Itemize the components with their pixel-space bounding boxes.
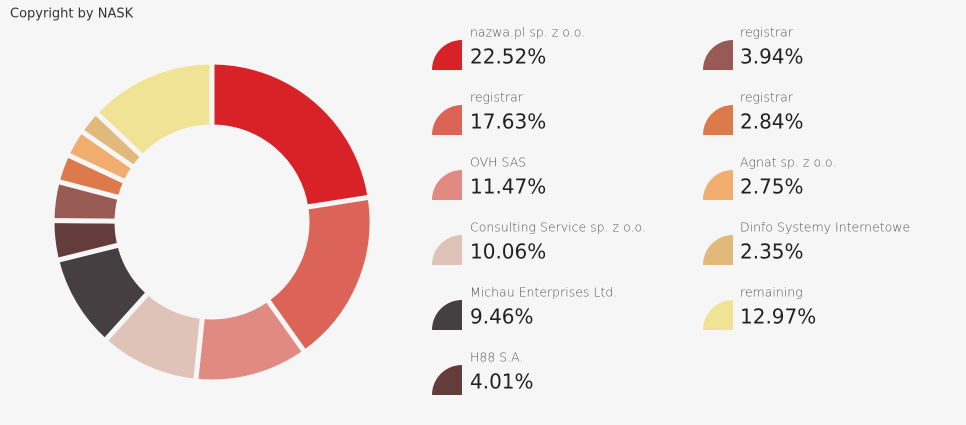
legend-name: Agnat sp. z o.o.	[740, 155, 836, 170]
donut-segment	[209, 59, 373, 210]
legend-value: 2.35%	[740, 240, 804, 264]
legend-icon	[703, 170, 733, 200]
legend-value: 10.06%	[470, 240, 546, 264]
legend-icon	[432, 105, 462, 135]
legend-name: H88 S.A.	[470, 350, 524, 365]
legend-value: 22.52%	[470, 45, 546, 69]
legend-icon	[432, 300, 462, 330]
legend-name: nazwa.pl sp. z o.o.	[470, 25, 585, 40]
legend-icon	[703, 235, 733, 265]
legend-value: 11.47%	[470, 175, 546, 199]
legend-name: OVH SAS	[470, 155, 526, 170]
legend-value: 2.84%	[740, 110, 804, 134]
legend-name: Consulting Service sp. z o.o.	[470, 220, 646, 235]
chart-title: Copyright by NASK	[10, 7, 134, 22]
legend-value: 12.97%	[740, 305, 816, 329]
legend-icon	[432, 235, 462, 265]
legend-name: Dinfo Systemy Internetowe	[740, 220, 910, 235]
legend-value: 3.94%	[740, 45, 804, 69]
legend-name: Michau Enterprises Ltd.	[470, 285, 617, 300]
legend-name: registrar	[470, 90, 524, 105]
legend-icon	[703, 40, 733, 70]
legend-name: registrar	[740, 25, 794, 40]
legend-value: 9.46%	[470, 305, 534, 329]
legend-icon	[703, 300, 733, 330]
legend-value: 17.63%	[470, 110, 546, 134]
legend-value: 4.01%	[470, 370, 534, 394]
legend-icon	[432, 40, 462, 70]
legend-name: remaining	[740, 285, 803, 300]
donut-segment	[93, 59, 215, 160]
legend-icon	[432, 170, 462, 200]
legend-name: registrar	[740, 90, 794, 105]
legend-icon	[703, 105, 733, 135]
legend-icon	[432, 365, 462, 395]
legend-value: 2.75%	[740, 175, 804, 199]
